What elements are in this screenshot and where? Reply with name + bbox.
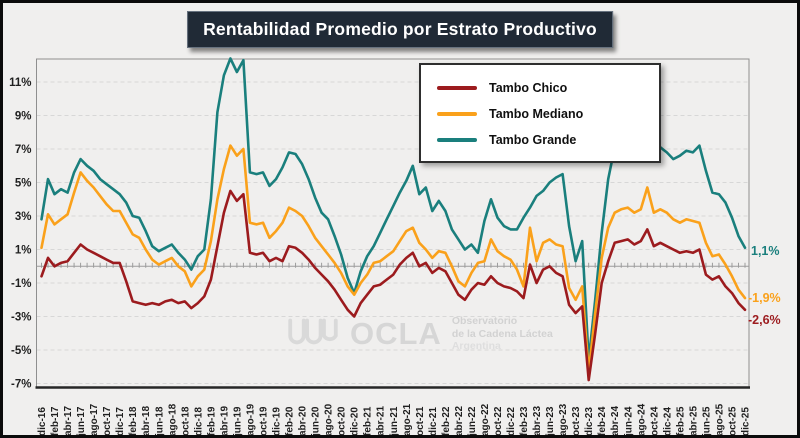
svg-text:abr-19: abr-19 bbox=[219, 406, 230, 436]
svg-text:feb-21: feb-21 bbox=[363, 406, 374, 436]
legend-item-tambo-chico: Tambo Chico bbox=[421, 75, 659, 101]
svg-text:dic-22: dic-22 bbox=[506, 407, 517, 436]
svg-text:feb-19: feb-19 bbox=[206, 406, 217, 436]
svg-text:abr-24: abr-24 bbox=[610, 406, 621, 436]
series-line-tambo-mediano bbox=[40, 144, 747, 374]
svg-text:5%: 5% bbox=[15, 178, 32, 190]
svg-text:dic-24: dic-24 bbox=[662, 407, 673, 436]
x-axis-labels: dic-16 feb-17 abr-17 jun-17 ago-17 oct-17 dic-… bbox=[37, 403, 752, 437]
svg-text:-7%: -7% bbox=[11, 379, 31, 391]
svg-text:oct-21: oct-21 bbox=[415, 406, 426, 436]
svg-text:jun-24: jun-24 bbox=[623, 406, 634, 437]
page-title: Rentabilidad Promedio por Estrato Produc… bbox=[187, 11, 613, 48]
end-value-tambo-grande: 1,1% bbox=[751, 244, 780, 258]
svg-text:feb-17: feb-17 bbox=[50, 406, 61, 436]
svg-text:abr-25: abr-25 bbox=[688, 406, 699, 436]
svg-text:ago-18: ago-18 bbox=[167, 403, 178, 436]
line-swatch-icon bbox=[437, 86, 477, 90]
svg-text:oct-19: oct-19 bbox=[258, 406, 269, 436]
legend-label: Tambo Mediano bbox=[489, 107, 584, 121]
svg-text:11%: 11% bbox=[9, 77, 31, 89]
svg-text:1%: 1% bbox=[15, 245, 32, 257]
svg-text:ago-22: ago-22 bbox=[480, 403, 491, 436]
svg-text:abr-20: abr-20 bbox=[298, 406, 309, 436]
svg-text:oct-25: oct-25 bbox=[727, 406, 738, 436]
svg-text:oct-18: oct-18 bbox=[180, 406, 191, 436]
svg-text:jun-25: jun-25 bbox=[701, 406, 712, 437]
svg-text:ago-23: ago-23 bbox=[558, 403, 569, 436]
svg-text:7%: 7% bbox=[15, 144, 32, 156]
svg-text:ago-19: ago-19 bbox=[245, 403, 256, 436]
svg-text:jun-21: jun-21 bbox=[389, 406, 400, 437]
svg-text:jun-17: jun-17 bbox=[76, 406, 87, 437]
svg-text:oct-17: oct-17 bbox=[102, 406, 113, 436]
svg-text:dic-16: dic-16 bbox=[37, 407, 48, 436]
svg-text:jun-20: jun-20 bbox=[311, 406, 322, 437]
svg-text:dic-19: dic-19 bbox=[272, 407, 283, 436]
svg-text:jun-19: jun-19 bbox=[232, 406, 243, 437]
y-axis-labels: -7% -5% -3% -1% 1% 3% 5% 7% 9% 11% bbox=[9, 77, 31, 391]
svg-text:ago-20: ago-20 bbox=[324, 403, 335, 436]
svg-text:feb-18: feb-18 bbox=[128, 406, 139, 436]
end-value-tambo-chico: -2,6% bbox=[748, 313, 781, 327]
svg-text:ago-24: ago-24 bbox=[636, 403, 647, 436]
series-line-tambo-chico bbox=[40, 189, 747, 382]
svg-text:oct-23: oct-23 bbox=[571, 406, 582, 436]
legend-item-tambo-mediano: Tambo Mediano bbox=[421, 101, 659, 127]
svg-text:abr-18: abr-18 bbox=[141, 406, 152, 436]
svg-text:-1%: -1% bbox=[11, 278, 31, 290]
svg-text:jun-18: jun-18 bbox=[154, 406, 165, 437]
svg-text:3%: 3% bbox=[15, 211, 32, 223]
svg-text:oct-24: oct-24 bbox=[649, 406, 660, 436]
svg-text:abr-22: abr-22 bbox=[454, 406, 465, 436]
svg-text:ago-25: ago-25 bbox=[714, 403, 725, 436]
svg-text:feb-23: feb-23 bbox=[519, 406, 530, 436]
svg-text:abr-21: abr-21 bbox=[376, 406, 387, 436]
svg-text:dic-23: dic-23 bbox=[584, 407, 595, 436]
legend: Tambo Chico Tambo Mediano Tambo Grande bbox=[419, 63, 661, 163]
svg-text:-5%: -5% bbox=[11, 345, 31, 357]
svg-text:feb-24: feb-24 bbox=[597, 406, 608, 436]
legend-label: Tambo Grande bbox=[489, 133, 577, 147]
svg-text:dic-18: dic-18 bbox=[193, 407, 204, 436]
zero-axis bbox=[36, 262, 749, 268]
line-swatch-icon bbox=[437, 112, 477, 116]
svg-text:abr-17: abr-17 bbox=[63, 406, 74, 436]
svg-text:dic-21: dic-21 bbox=[428, 407, 439, 436]
svg-text:ago-17: ago-17 bbox=[89, 403, 100, 436]
legend-label: Tambo Chico bbox=[489, 81, 568, 95]
svg-text:9%: 9% bbox=[15, 111, 32, 123]
end-value-tambo-mediano: -1,9% bbox=[748, 291, 781, 305]
svg-text:jun-22: jun-22 bbox=[467, 406, 478, 437]
svg-text:oct-22: oct-22 bbox=[493, 406, 504, 436]
svg-text:abr-23: abr-23 bbox=[532, 406, 543, 436]
line-swatch-icon bbox=[437, 138, 477, 142]
svg-text:dic-25: dic-25 bbox=[741, 407, 752, 436]
line-chart-plot: -7%-5%-3%-1%1%3%5%7%9%11%dic-16 feb-17 abr… bbox=[9, 57, 752, 437]
svg-text:ago-21: ago-21 bbox=[402, 403, 413, 436]
svg-text:feb-22: feb-22 bbox=[441, 406, 452, 436]
svg-text:dic-20: dic-20 bbox=[350, 407, 361, 436]
svg-text:oct-20: oct-20 bbox=[337, 406, 348, 436]
svg-text:jun-23: jun-23 bbox=[545, 406, 556, 437]
svg-text:-3%: -3% bbox=[11, 312, 31, 324]
legend-item-tambo-grande: Tambo Grande bbox=[421, 127, 659, 153]
svg-text:feb-20: feb-20 bbox=[285, 406, 296, 436]
svg-text:feb-25: feb-25 bbox=[675, 406, 686, 436]
svg-text:dic-17: dic-17 bbox=[115, 407, 126, 436]
